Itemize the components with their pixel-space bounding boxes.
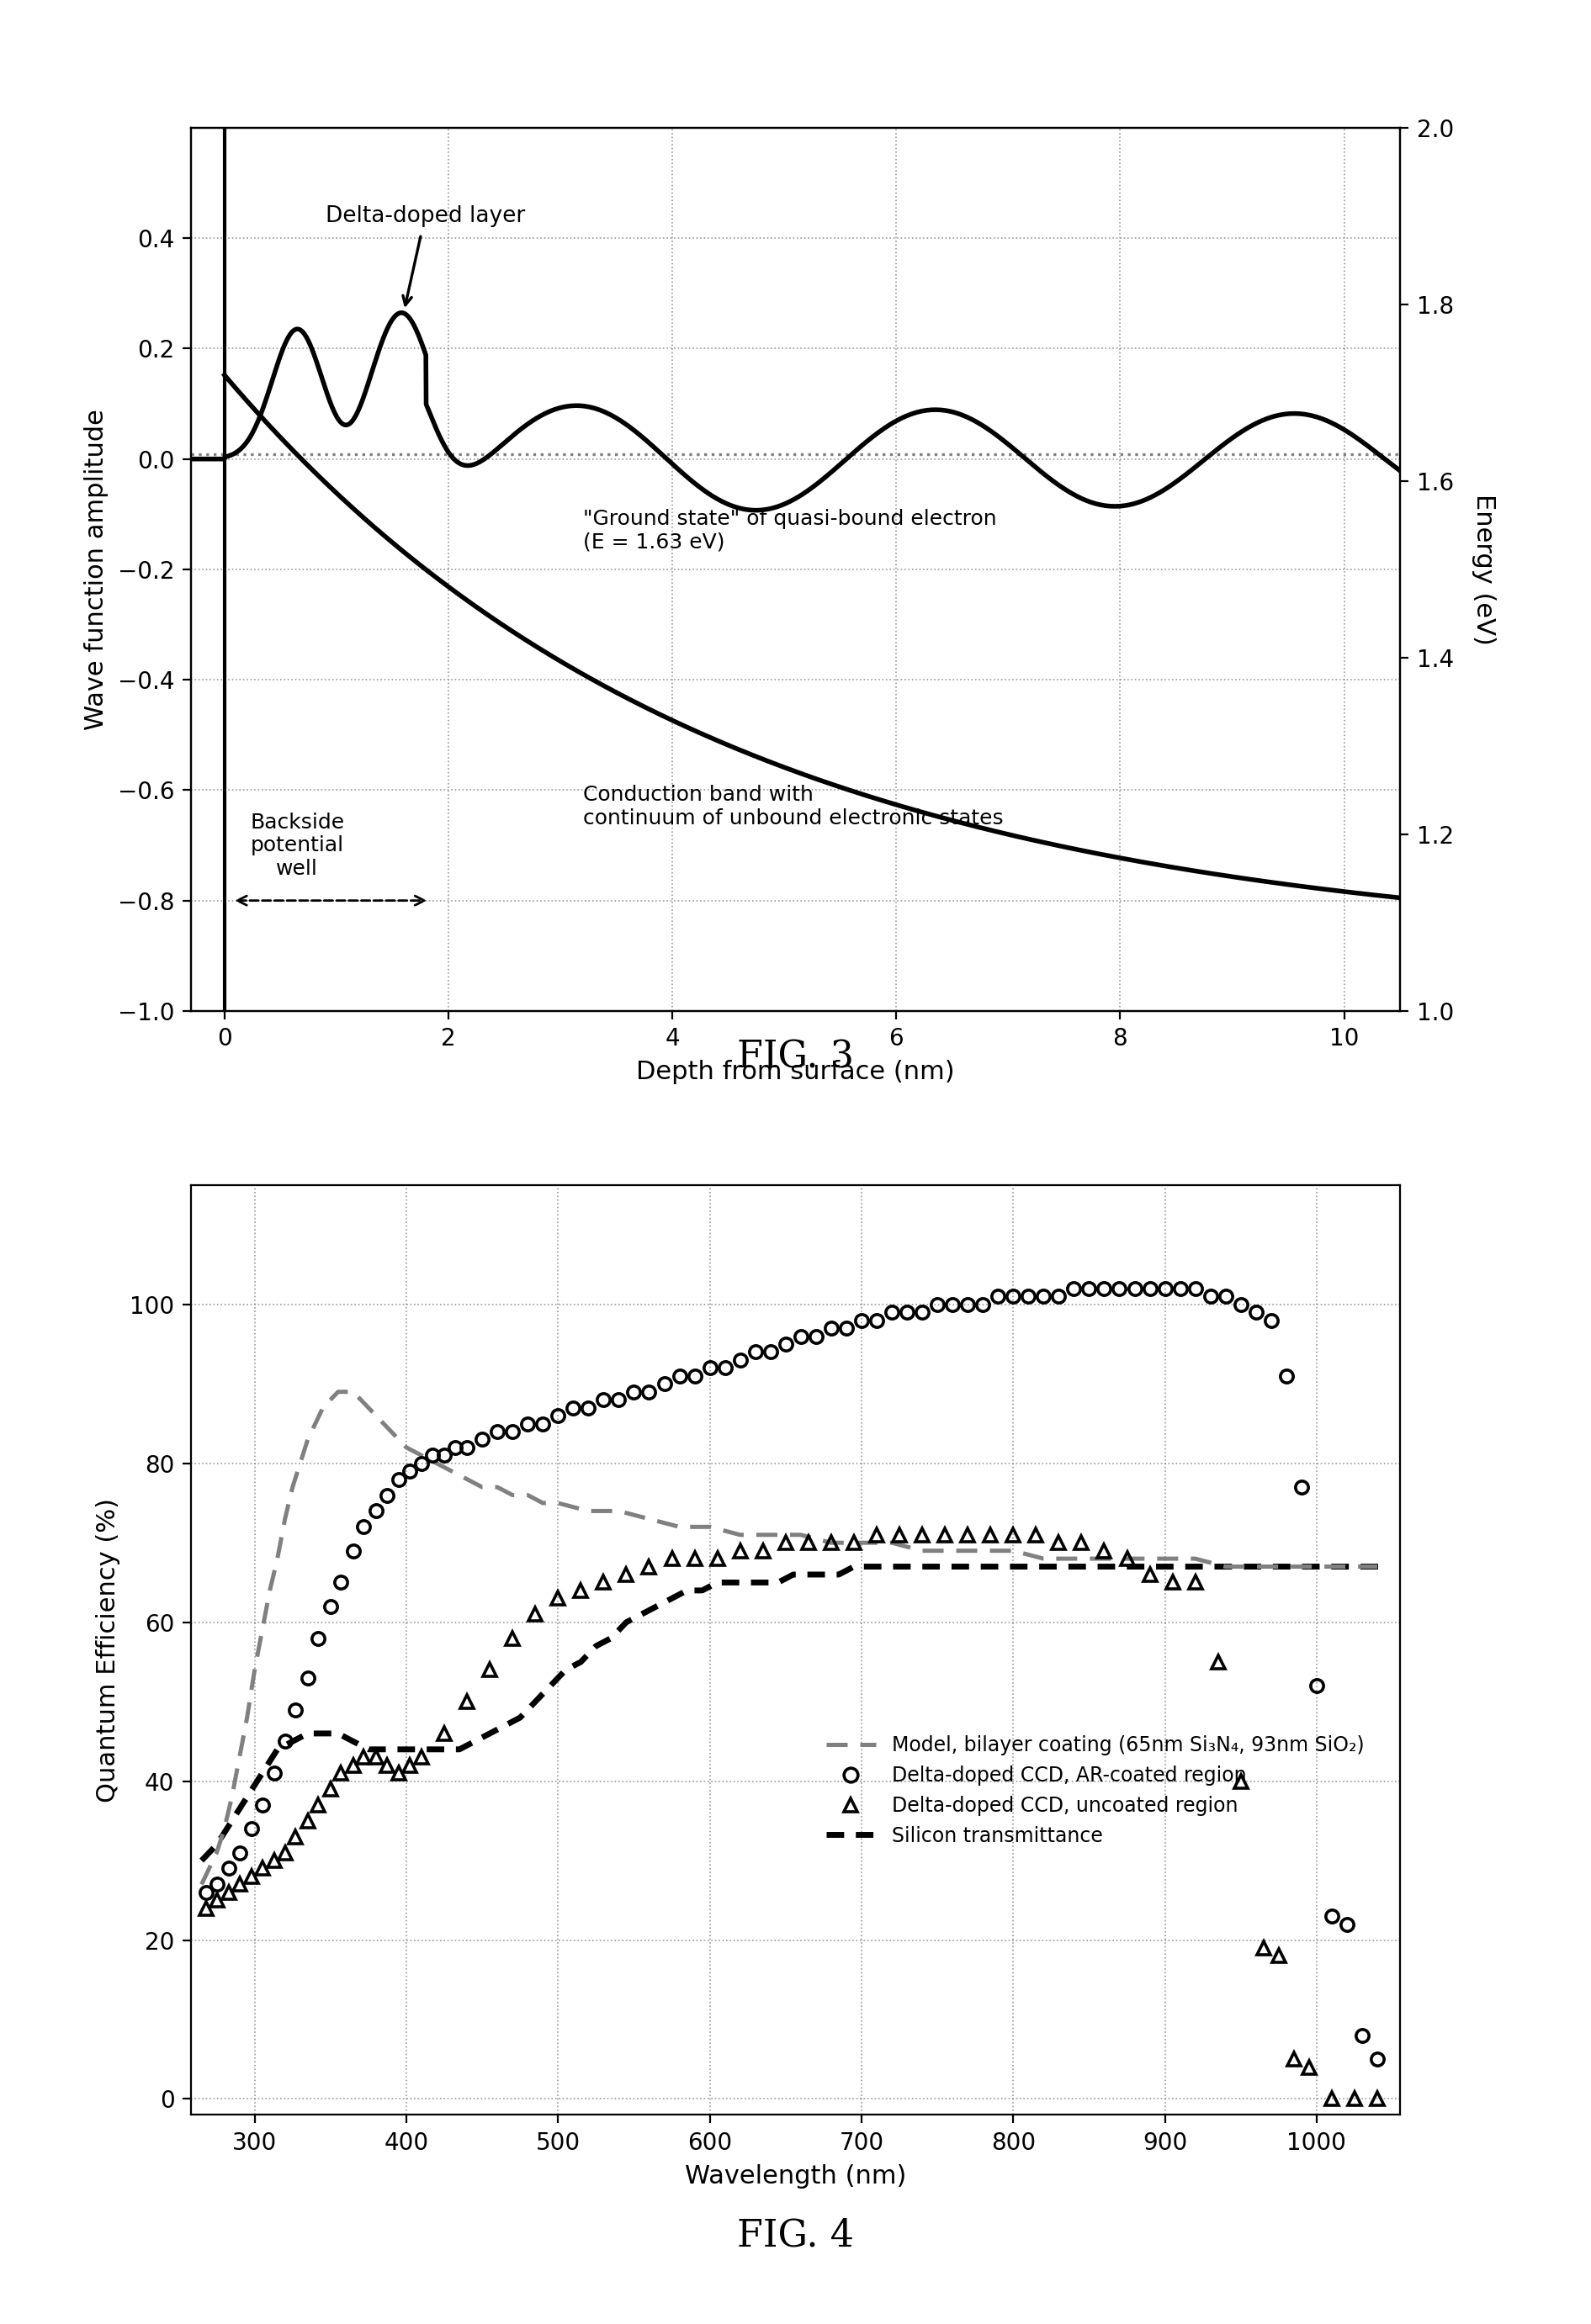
X-axis label: Wavelength (nm): Wavelength (nm)	[684, 2164, 907, 2189]
Text: FIG. 4: FIG. 4	[737, 2217, 854, 2254]
Text: Conduction band with
continuum of unbound electronic states: Conduction band with continuum of unboun…	[582, 786, 1004, 827]
Y-axis label: Energy (eV): Energy (eV)	[1472, 493, 1496, 646]
X-axis label: Depth from surface (nm): Depth from surface (nm)	[636, 1060, 955, 1085]
Text: Delta-doped layer: Delta-doped layer	[325, 205, 525, 304]
Text: FIG. 3: FIG. 3	[737, 1039, 854, 1076]
Text: Backside
potential
well: Backside potential well	[250, 813, 344, 878]
Y-axis label: Wave function amplitude: Wave function amplitude	[84, 409, 108, 730]
Text: "Ground state" of quasi-bound electron
(E = 1.63 eV): "Ground state" of quasi-bound electron (…	[582, 509, 996, 553]
Legend: Model, bilayer coating (65nm Si₃N₄, 93nm SiO₂), Delta-doped CCD, AR-coated regio: Model, bilayer coating (65nm Si₃N₄, 93nm…	[818, 1727, 1371, 1855]
Y-axis label: Quantum Efficiency (%): Quantum Efficiency (%)	[95, 1497, 121, 1803]
